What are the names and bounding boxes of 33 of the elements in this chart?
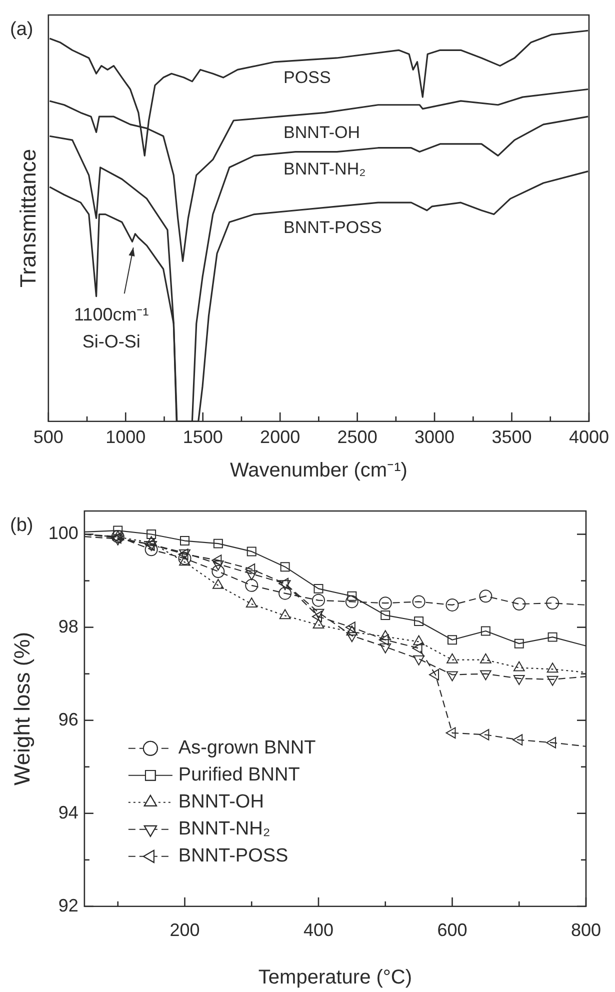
y-tick-label: 98	[58, 616, 78, 636]
chart-title: (a)	[10, 19, 34, 40]
x-tick-label: 3500	[492, 427, 532, 448]
legend-label: BNNT-POSS	[178, 846, 288, 867]
x-tick-label: 400	[303, 920, 334, 940]
x-tick-label: 2500	[337, 427, 378, 448]
y-axis-title: Weight loss (%)	[9, 632, 34, 786]
y-tick-label: 94	[58, 802, 78, 822]
y-tick-label: 92	[58, 895, 78, 916]
x-tick-label: 1000	[106, 427, 146, 448]
x-tick-label: 800	[570, 920, 602, 940]
x-tick-label: 200	[170, 920, 200, 940]
x-tick-label: 1500	[182, 427, 223, 448]
legend-label: As-grown BNNT	[178, 738, 316, 759]
annotation: 1100cm⁻¹ Si-O-Si	[74, 304, 149, 352]
series-label: BNNT-OH	[284, 122, 360, 142]
series-label: BNNT-POSS	[284, 218, 382, 238]
x-tick-label: 2000	[260, 427, 300, 448]
y-tick-label: 96	[58, 709, 78, 730]
y-tick-label: 100	[48, 523, 78, 544]
x-axis-title: Wavenumber (cm⁻¹)	[230, 460, 408, 482]
x-tick-label: 4000	[568, 427, 609, 448]
x-tick-label: 3000	[414, 427, 455, 448]
x-tick-label: 600	[437, 920, 468, 940]
x-axis-title: Temperature (°C)	[258, 966, 412, 989]
legend-label: BNNT-OH	[178, 792, 264, 813]
series-label: BNNT-NH₂	[284, 160, 366, 179]
legend-label: BNNT-NH₂	[178, 818, 270, 840]
series-label: POSS	[284, 68, 331, 88]
y-axis-title: Transmittance	[15, 148, 40, 288]
legend-label: Purified BNNT	[178, 764, 300, 786]
chart-title: (b)	[10, 515, 34, 536]
x-tick-label: 500	[33, 427, 64, 448]
